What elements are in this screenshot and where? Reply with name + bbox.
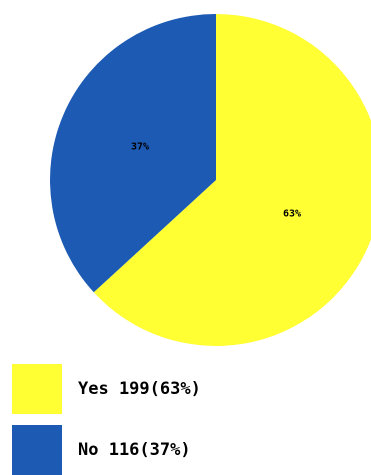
legend-item-no: No 116(37%) <box>12 425 191 475</box>
legend-item-yes: Yes 199(63%) <box>12 364 201 414</box>
pie-slice-label-yes: 63% <box>283 208 301 219</box>
pie-slice-yes <box>93 14 371 346</box>
legend-label-no: No 116(37%) <box>78 440 191 460</box>
pie-chart: 63% 37% <box>50 14 371 346</box>
legend-swatch-yes <box>12 364 62 414</box>
legend-swatch-no <box>12 425 62 475</box>
pie-slices <box>50 14 371 346</box>
pie-slice-label-no: 37% <box>131 142 149 153</box>
pie-slice-no <box>50 14 217 293</box>
legend-label-yes: Yes 199(63%) <box>78 379 201 399</box>
pie-slice-labels: 63% 37% <box>131 142 301 220</box>
